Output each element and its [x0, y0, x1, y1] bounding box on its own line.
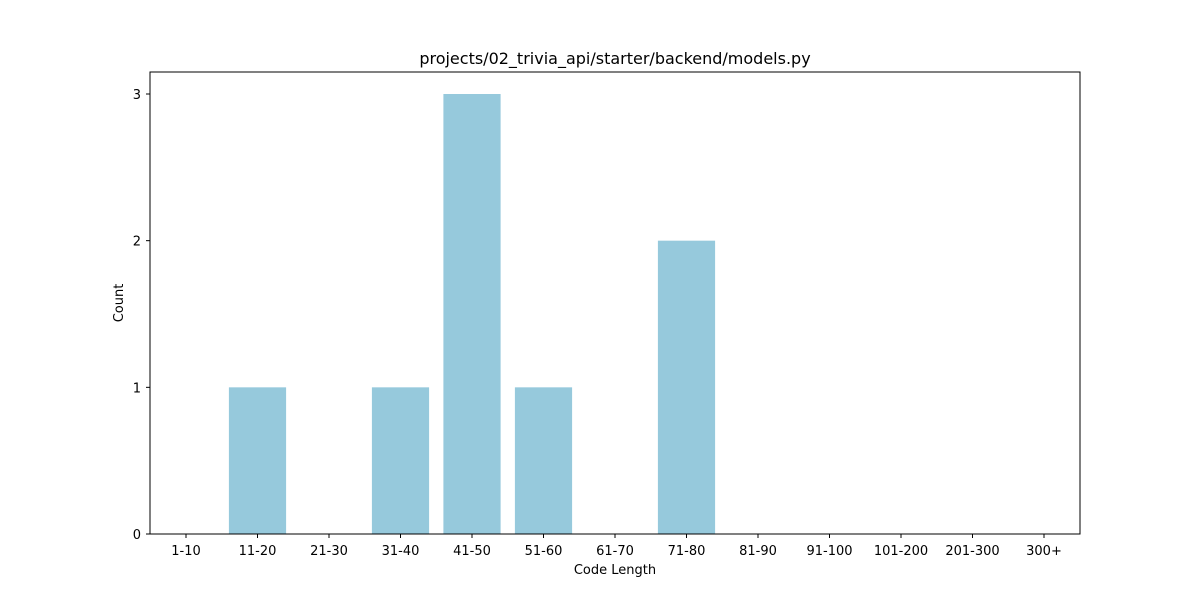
y-tick-label: 1 — [133, 381, 141, 396]
x-tick-label: 31-40 — [382, 544, 420, 559]
y-tick-label: 3 — [133, 88, 141, 103]
x-tick-label: 41-50 — [453, 544, 491, 559]
x-tick-label: 11-20 — [239, 544, 277, 559]
bar-71-80 — [657, 240, 716, 534]
x-axis-ticks: 1-10 11-20 21-30 31-40 41-50 51-60 61-70 71-80 8… — [171, 534, 1062, 559]
x-axis-title: Code Length — [574, 563, 656, 578]
bar-41-50 — [443, 94, 501, 534]
y-axis-ticks: 0 1 2 3 — [133, 88, 150, 543]
x-tick-label: 51-60 — [525, 544, 563, 559]
bar-11-20 — [228, 387, 287, 534]
chart-title: projects/02_trivia_api/starter/backend/m… — [419, 49, 810, 69]
plot-frame — [149, 71, 1081, 535]
bar-51-60 — [514, 387, 573, 534]
x-tick-label: 61-70 — [596, 544, 634, 559]
x-tick-label: 21-30 — [310, 544, 348, 559]
x-tick-label: 101-200 — [874, 544, 928, 559]
x-tick-label: 300+ — [1026, 544, 1062, 559]
x-tick-label: 1-10 — [171, 544, 201, 559]
bar-31-40 — [371, 387, 430, 534]
y-axis-title: Count — [112, 284, 127, 323]
x-tick-label: 201-300 — [945, 544, 999, 559]
x-tick-label: 81-90 — [739, 544, 777, 559]
bars-layer — [228, 94, 716, 534]
y-tick-label: 2 — [133, 235, 141, 250]
x-tick-label: 91-100 — [806, 544, 852, 559]
x-tick-label: 71-80 — [668, 544, 706, 559]
y-tick-label: 0 — [133, 528, 141, 543]
